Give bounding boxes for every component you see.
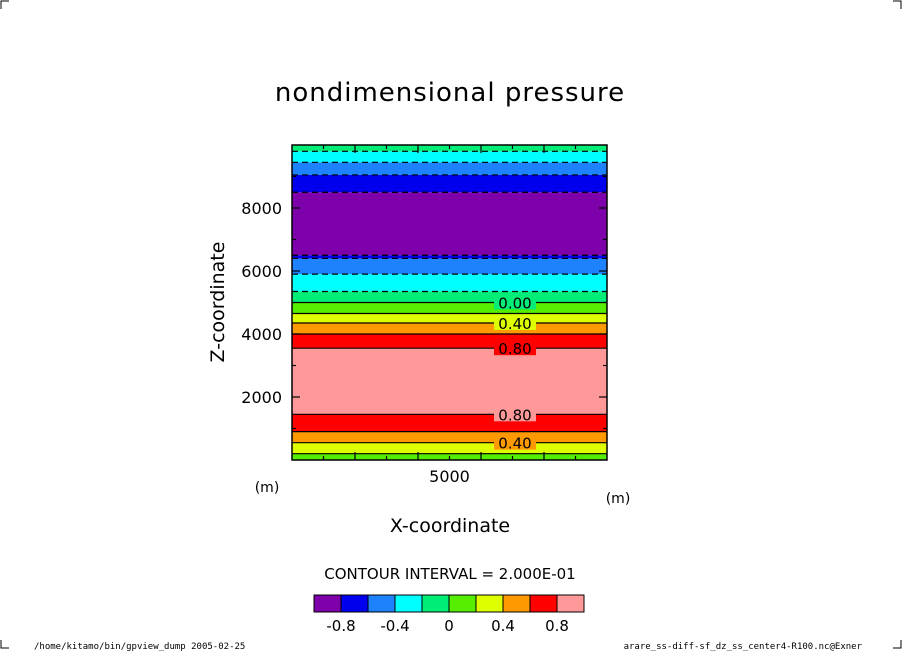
contour-band-9 (292, 291, 607, 303)
colorbar-swatch-7 (502, 594, 531, 613)
contour-label-6: 0.40 (498, 315, 531, 333)
colorbar-swatch-0 (313, 594, 342, 613)
footer-file: arare_ss-diff-sf_dz_ss_center4-R100.nc@E… (624, 642, 863, 652)
y-tick-label-2: 6000 (241, 262, 282, 281)
colorbar-swatch-6 (475, 594, 504, 613)
colorbar-swatch-8 (529, 594, 558, 613)
axis-tick-labels: 2000 4000 6000 8000 5000 (241, 199, 470, 486)
contour-band-1 (292, 442, 607, 454)
contour-band-15 (292, 162, 607, 175)
colorbar-label-0: -0.8 (326, 617, 355, 635)
contour-interval-text: CONTOUR INTERVAL = 2.000E-01 (324, 565, 575, 583)
contour-label-bg-4 (494, 341, 536, 356)
contour-band-16 (292, 151, 607, 163)
contour-band-5 (292, 334, 607, 349)
x-axis-label: X-coordinate (390, 515, 510, 537)
colorbar-swatch-5 (448, 594, 477, 613)
y-tick-label-1: 4000 (241, 325, 282, 344)
colorbar-label-4: 0.8 (545, 617, 569, 635)
x-axis-unit: (m) (606, 491, 631, 507)
axis-ticks (292, 145, 607, 460)
colorbar-swatch-4 (421, 594, 450, 613)
contour-label-bg-3 (494, 407, 536, 422)
contour-band-7 (292, 313, 607, 323)
contour-band-10 (292, 274, 607, 292)
x-tick-label-0: 5000 (429, 467, 470, 486)
colorbar-swatch-9 (556, 594, 585, 613)
colorbar-label-1: -0.4 (380, 617, 409, 635)
contour-band-2 (292, 431, 607, 443)
y-axis-label: Z-coordinate (207, 242, 229, 363)
colorbar-label-2: 0 (444, 617, 454, 635)
colorbar-label-3: 0.4 (491, 617, 515, 635)
y-tick-label-0: 2000 (241, 388, 282, 407)
contour-band-13 (292, 192, 607, 256)
contour-label-4: 0.80 (498, 340, 531, 358)
colorbar-swatch-1 (340, 594, 369, 613)
contour-band-14 (292, 174, 607, 193)
contour-labels: 0.40 0.80 0.80 0.40 0.00 (494, 295, 536, 453)
contour-band-3 (292, 414, 607, 432)
contour-lines (292, 150, 607, 455)
contour-label-3: 0.80 (498, 406, 531, 424)
contour-label-8: 0.00 (498, 295, 531, 313)
contour-band-4 (292, 348, 607, 415)
y-axis-unit: (m) (255, 480, 280, 496)
colorbar (313, 594, 585, 613)
colorbar-swatch-3 (394, 594, 423, 613)
contour-label-1: 0.40 (498, 435, 531, 453)
colorbar-swatch-2 (367, 594, 396, 613)
colorbar-labels: -0.8 -0.4 0 0.4 0.8 (326, 617, 569, 635)
footer-path: /home/kitamo/bin/gpview_dump 2005-02-25 (34, 642, 245, 652)
contour-label-bg-1 (494, 435, 536, 450)
contour-band-11 (292, 258, 607, 275)
y-tick-label-3: 8000 (241, 199, 282, 218)
contour-band-6 (292, 322, 607, 334)
contour-label-bg-6 (494, 315, 536, 330)
contour-band-8 (292, 302, 607, 314)
chart-title: nondimensional pressure (275, 78, 625, 108)
contour-band-12 (292, 255, 607, 259)
contour-label-bg-8 (494, 295, 536, 310)
